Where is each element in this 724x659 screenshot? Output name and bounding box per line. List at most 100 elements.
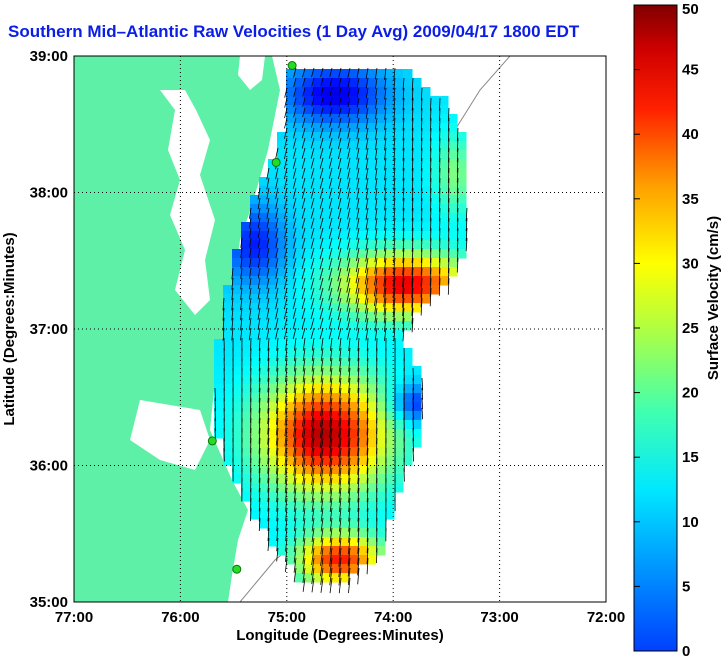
velocity-arrow [275, 437, 279, 456]
velocity-arrow [402, 137, 405, 151]
velocity-arrow [283, 327, 288, 340]
velocity-arrow [366, 417, 369, 435]
velocity-cell [367, 438, 377, 448]
velocity-cell [376, 285, 386, 295]
velocity-cell [232, 438, 242, 448]
velocity-cell [322, 330, 332, 340]
velocity-arrow [329, 437, 333, 458]
velocity-cell [439, 114, 449, 124]
velocity-cell [448, 177, 458, 187]
velocity-cell [412, 96, 422, 106]
velocity-cell [331, 195, 341, 205]
velocity-arrow [338, 577, 342, 594]
velocity-cell [295, 213, 305, 223]
velocity-cell [304, 546, 314, 556]
velocity-arrow [366, 527, 369, 543]
velocity-arrow [383, 267, 387, 287]
velocity-cell [304, 321, 314, 331]
velocity-arrow [356, 117, 360, 129]
velocity-cell [304, 303, 314, 313]
velocity-cell [430, 114, 440, 124]
velocity-arrow [338, 547, 342, 567]
velocity-cell [340, 519, 350, 529]
radar-stations [207, 61, 297, 574]
velocity-arrow [319, 177, 324, 189]
velocity-cell [331, 447, 341, 457]
velocity-cell [259, 339, 269, 349]
velocity-arrow [430, 237, 432, 252]
velocity-cell [304, 573, 314, 583]
velocity-arrow [258, 447, 261, 464]
velocity-cell [331, 177, 341, 187]
velocity-arrow [257, 317, 261, 330]
velocity-cell [376, 357, 386, 367]
velocity-arrow [311, 567, 315, 585]
velocity-arrow [214, 397, 216, 412]
velocity-cell [367, 69, 377, 79]
velocity-arrow [347, 107, 351, 118]
velocity-arrow [430, 227, 432, 242]
velocity-arrow [365, 187, 369, 200]
velocity-cell [349, 186, 359, 196]
velocity-cell [250, 303, 260, 313]
velocity-arrow [456, 207, 459, 222]
velocity-cell [421, 186, 431, 196]
velocity-arrow [411, 307, 414, 324]
velocity-arrow [293, 467, 297, 485]
velocity-cell [268, 492, 278, 502]
velocity-arrow [364, 267, 369, 285]
velocity-arrow [310, 307, 315, 320]
velocity-arrow [339, 357, 342, 372]
velocity-cell [376, 114, 386, 124]
velocity-cell [250, 204, 260, 214]
velocity-arrow [257, 297, 261, 310]
velocity-arrow [311, 367, 315, 383]
velocity-cell [277, 483, 287, 493]
velocity-arrow [365, 137, 369, 150]
radar-station-marker [271, 157, 281, 167]
velocity-cell [403, 213, 413, 223]
velocity-arrow [310, 327, 315, 340]
velocity-cell [412, 141, 422, 151]
velocity-cell [358, 168, 368, 178]
velocity-cell [394, 276, 404, 286]
velocity-cell [295, 258, 305, 268]
velocity-cell [295, 195, 305, 205]
velocity-cell [340, 375, 350, 385]
velocity-cell [322, 456, 332, 466]
velocity-arrow [301, 167, 306, 179]
velocity-cell [331, 528, 341, 538]
velocity-cell [412, 393, 422, 403]
velocity-cell [331, 123, 341, 133]
velocity-cell [340, 267, 350, 277]
velocity-cell [331, 474, 341, 484]
velocity-arrow [328, 147, 333, 159]
velocity-cell [286, 348, 296, 358]
velocity-cell [376, 177, 386, 187]
velocity-arrow [356, 107, 360, 119]
velocity-arrow [267, 537, 270, 552]
velocity-cell [223, 285, 233, 295]
velocity-arrow [293, 497, 297, 512]
velocity-arrow [258, 387, 261, 403]
velocity-cell [385, 78, 395, 88]
velocity-arrow [310, 167, 315, 179]
velocity-cell [277, 141, 287, 151]
velocity-cell [367, 501, 377, 511]
velocity-cell [322, 573, 332, 583]
velocity-arrow [301, 437, 306, 458]
velocity-arrow [293, 117, 297, 129]
velocity-cell [322, 312, 332, 322]
velocity-cell [250, 483, 260, 493]
velocity-arrow [310, 157, 315, 169]
velocity-cell [286, 294, 296, 304]
velocity-arrow [293, 447, 297, 467]
velocity-cell [241, 294, 251, 304]
velocity-cell [268, 222, 278, 232]
velocity-arrow [302, 467, 306, 485]
velocity-arrow [328, 127, 333, 139]
velocity-cell [268, 321, 278, 331]
velocity-cell [376, 465, 386, 475]
velocity-arrow [328, 137, 333, 149]
velocity-arrow [429, 267, 432, 286]
